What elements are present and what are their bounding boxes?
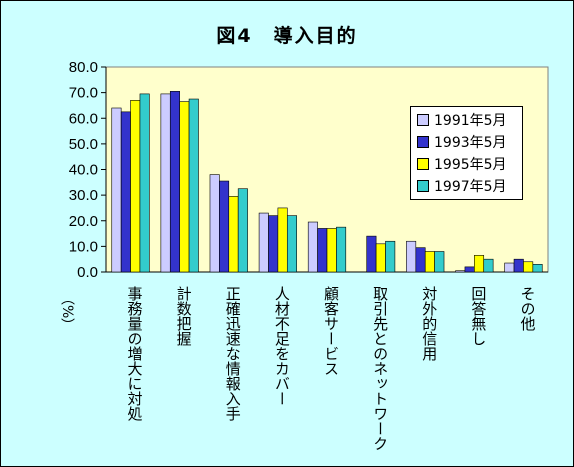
category-label: 人材不足をカバー [273,286,291,406]
legend-swatch [417,158,429,170]
legend-swatch [417,136,429,148]
bar [415,247,426,273]
bar [286,215,297,273]
bar [464,266,475,273]
y-tick-label: 30.0 [69,187,98,204]
legend-label: 1993年5月 [434,135,507,151]
bar [277,207,288,273]
bar [504,262,515,273]
y-tick-label: 70.0 [69,85,98,102]
y-axis-label: （%） [59,291,75,332]
bar [406,240,417,273]
bar [169,91,180,273]
bar [219,180,230,273]
bar [455,270,466,273]
bar [513,258,524,273]
category-label: 事務量の増大に対処 [126,286,144,421]
legend-item: 1997年5月 [411,175,522,197]
legend: 1991年5月 1993年5月 1995年5月 1997年5月 [410,106,523,200]
category-label: 正確迅速な情報入手 [224,286,242,422]
bar [434,251,445,273]
bar [483,258,494,273]
y-tick-label: 40.0 [69,162,98,179]
bar [385,240,396,273]
bar [474,255,485,273]
legend-swatch [417,114,429,126]
bar [326,228,337,273]
category-label: 回答無し [469,286,487,346]
bar [209,174,220,273]
bar [307,221,318,273]
bar [160,93,171,273]
y-tick-label: 50.0 [69,136,98,153]
bar [188,98,199,273]
bar [139,93,150,273]
y-tick-label: 10.0 [69,238,98,255]
bar [375,243,386,273]
category-label: 対外的信用 [420,286,438,362]
legend-label: 1991年5月 [434,113,507,129]
bar [336,226,347,273]
bar [237,188,248,273]
bar [523,261,534,273]
bar [258,212,269,273]
bar [268,215,279,273]
y-tick-label: 0.0 [77,264,98,281]
bar [366,235,377,273]
category-label: 取引先とのネットワーク [371,286,389,451]
y-tick-label: 20.0 [69,213,98,230]
chart-title: 図4 導入目的 [216,25,358,47]
bar [130,100,141,273]
category-label: 顧客サービス [322,286,340,376]
y-tick-label: 80.0 [69,59,98,76]
bar [111,107,122,273]
category-label: その他 [518,286,536,332]
bar [317,228,328,273]
legend-label: 1995年5月 [434,157,507,173]
legend-label: 1997年5月 [434,179,507,195]
category-label: 計数把握 [175,286,193,347]
y-tick-label: 60.0 [69,110,98,127]
legend-item: 1993年5月 [411,131,522,153]
legend-swatch [417,180,429,192]
bar [179,101,190,273]
bar [532,264,543,273]
legend-item: 1995年5月 [411,153,522,175]
bar [228,196,239,273]
bar [120,111,131,273]
legend-item: 1991年5月 [411,109,522,131]
bar [424,251,435,273]
